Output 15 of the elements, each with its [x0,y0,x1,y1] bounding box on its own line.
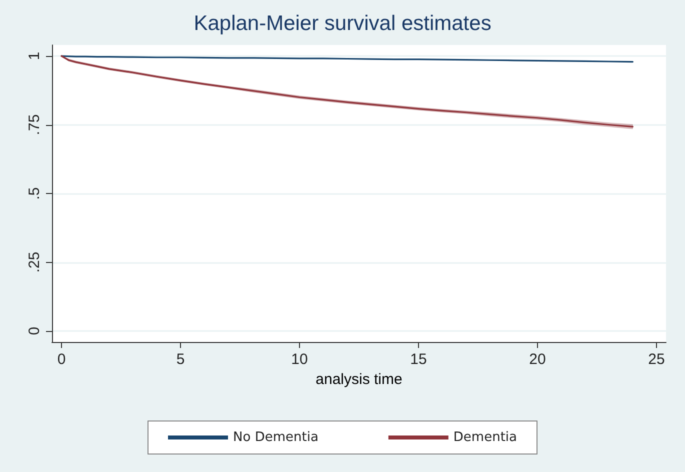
y-tick-label: .25 [26,252,43,273]
x-tick-label: 25 [648,351,665,368]
x-axis-title: analysis time [316,370,402,388]
x-tick-label: 5 [176,351,185,368]
y-tick-label: .5 [26,187,43,200]
legend-label: Dementia [453,430,517,445]
y-tick-label: 1 [26,52,43,60]
y-tick-label: 0 [26,326,43,336]
y-tick-label: .75 [26,114,43,136]
chart-title: Kaplan-Meier survival estimates [194,12,492,35]
legend-label: No Dementia [233,430,318,445]
x-tick-label: 15 [410,351,427,368]
x-tick-label: 10 [291,351,308,368]
x-tick-label: 0 [57,351,66,368]
x-tick-label: 20 [529,351,546,368]
